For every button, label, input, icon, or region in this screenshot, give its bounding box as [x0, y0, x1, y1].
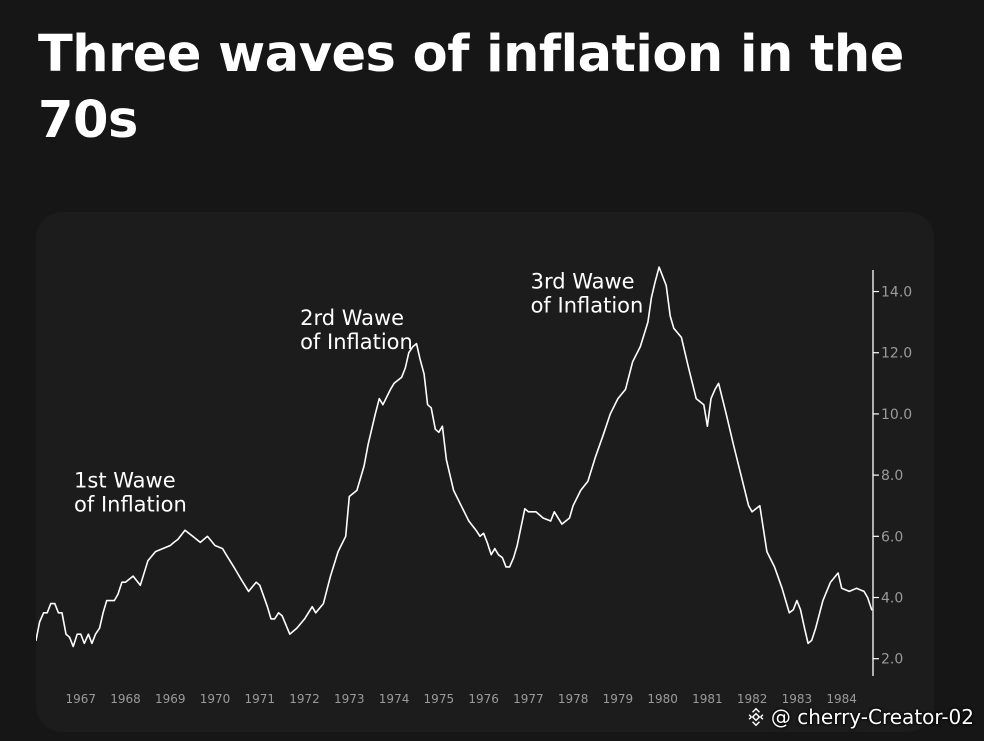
- x-tick-label: 1979: [603, 692, 634, 706]
- x-tick-label: 1973: [334, 692, 365, 706]
- x-tick-label: 1978: [558, 692, 589, 706]
- annotation-line: 1st Wawe: [74, 468, 176, 492]
- x-tick-label: 1974: [379, 692, 410, 706]
- x-tick-label: 1970: [200, 692, 231, 706]
- x-tick-label: 1967: [65, 692, 96, 706]
- annotation-line: of Inflation: [74, 492, 187, 516]
- x-tick-label: 1983: [782, 692, 813, 706]
- binance-logo-icon: [748, 707, 764, 727]
- chart-card: 1st Wawe of Inflation 2rd Wawe of Inflation…: [36, 212, 934, 732]
- x-tick-label: 1975: [424, 692, 455, 706]
- x-tick-label: 1976: [468, 692, 499, 706]
- annotation-line: 3rd Wawe: [531, 269, 635, 293]
- annotation-line: of Inflation: [531, 293, 644, 317]
- watermark: @ cherry-Creator-02: [745, 705, 974, 729]
- page-title: Three waves of inflation in the 70s: [38, 25, 904, 150]
- x-tick-label: 1980: [647, 692, 678, 706]
- y-tick-label: 4.0: [881, 591, 903, 607]
- x-tick-label: 1977: [513, 692, 544, 706]
- x-tick-label: 1984: [826, 692, 857, 706]
- x-tick-label: 1969: [155, 692, 186, 706]
- x-tick-label: 1981: [692, 692, 723, 706]
- annotation-line: of Inflation: [300, 330, 413, 354]
- y-tick-label: 2.0: [881, 652, 903, 668]
- y-tick-label: 14.0: [881, 285, 912, 301]
- y-tick-label: 6.0: [881, 529, 903, 545]
- y-tick-label: 8.0: [881, 468, 903, 484]
- y-axis: 2.0 4.0 6.0 8.0 10.0 12.0 14.0: [872, 270, 912, 676]
- x-tick-label: 1971: [245, 692, 276, 706]
- x-tick-label: 1982: [737, 692, 768, 706]
- y-tick-label: 10.0: [881, 407, 912, 423]
- x-tick-label: 1972: [289, 692, 320, 706]
- inflation-series-line: [36, 266, 873, 648]
- x-tick-label: 1968: [110, 692, 141, 706]
- annotation-line: 2rd Wawe: [300, 306, 404, 330]
- x-axis-ticks: 1967 1968 1969 1970 1971 1972 1973 1974 1975 1976…: [65, 692, 856, 706]
- watermark-text: @ cherry-Creator-02: [770, 705, 974, 729]
- series-layer: [36, 266, 873, 648]
- y-tick-label: 12.0: [881, 346, 912, 362]
